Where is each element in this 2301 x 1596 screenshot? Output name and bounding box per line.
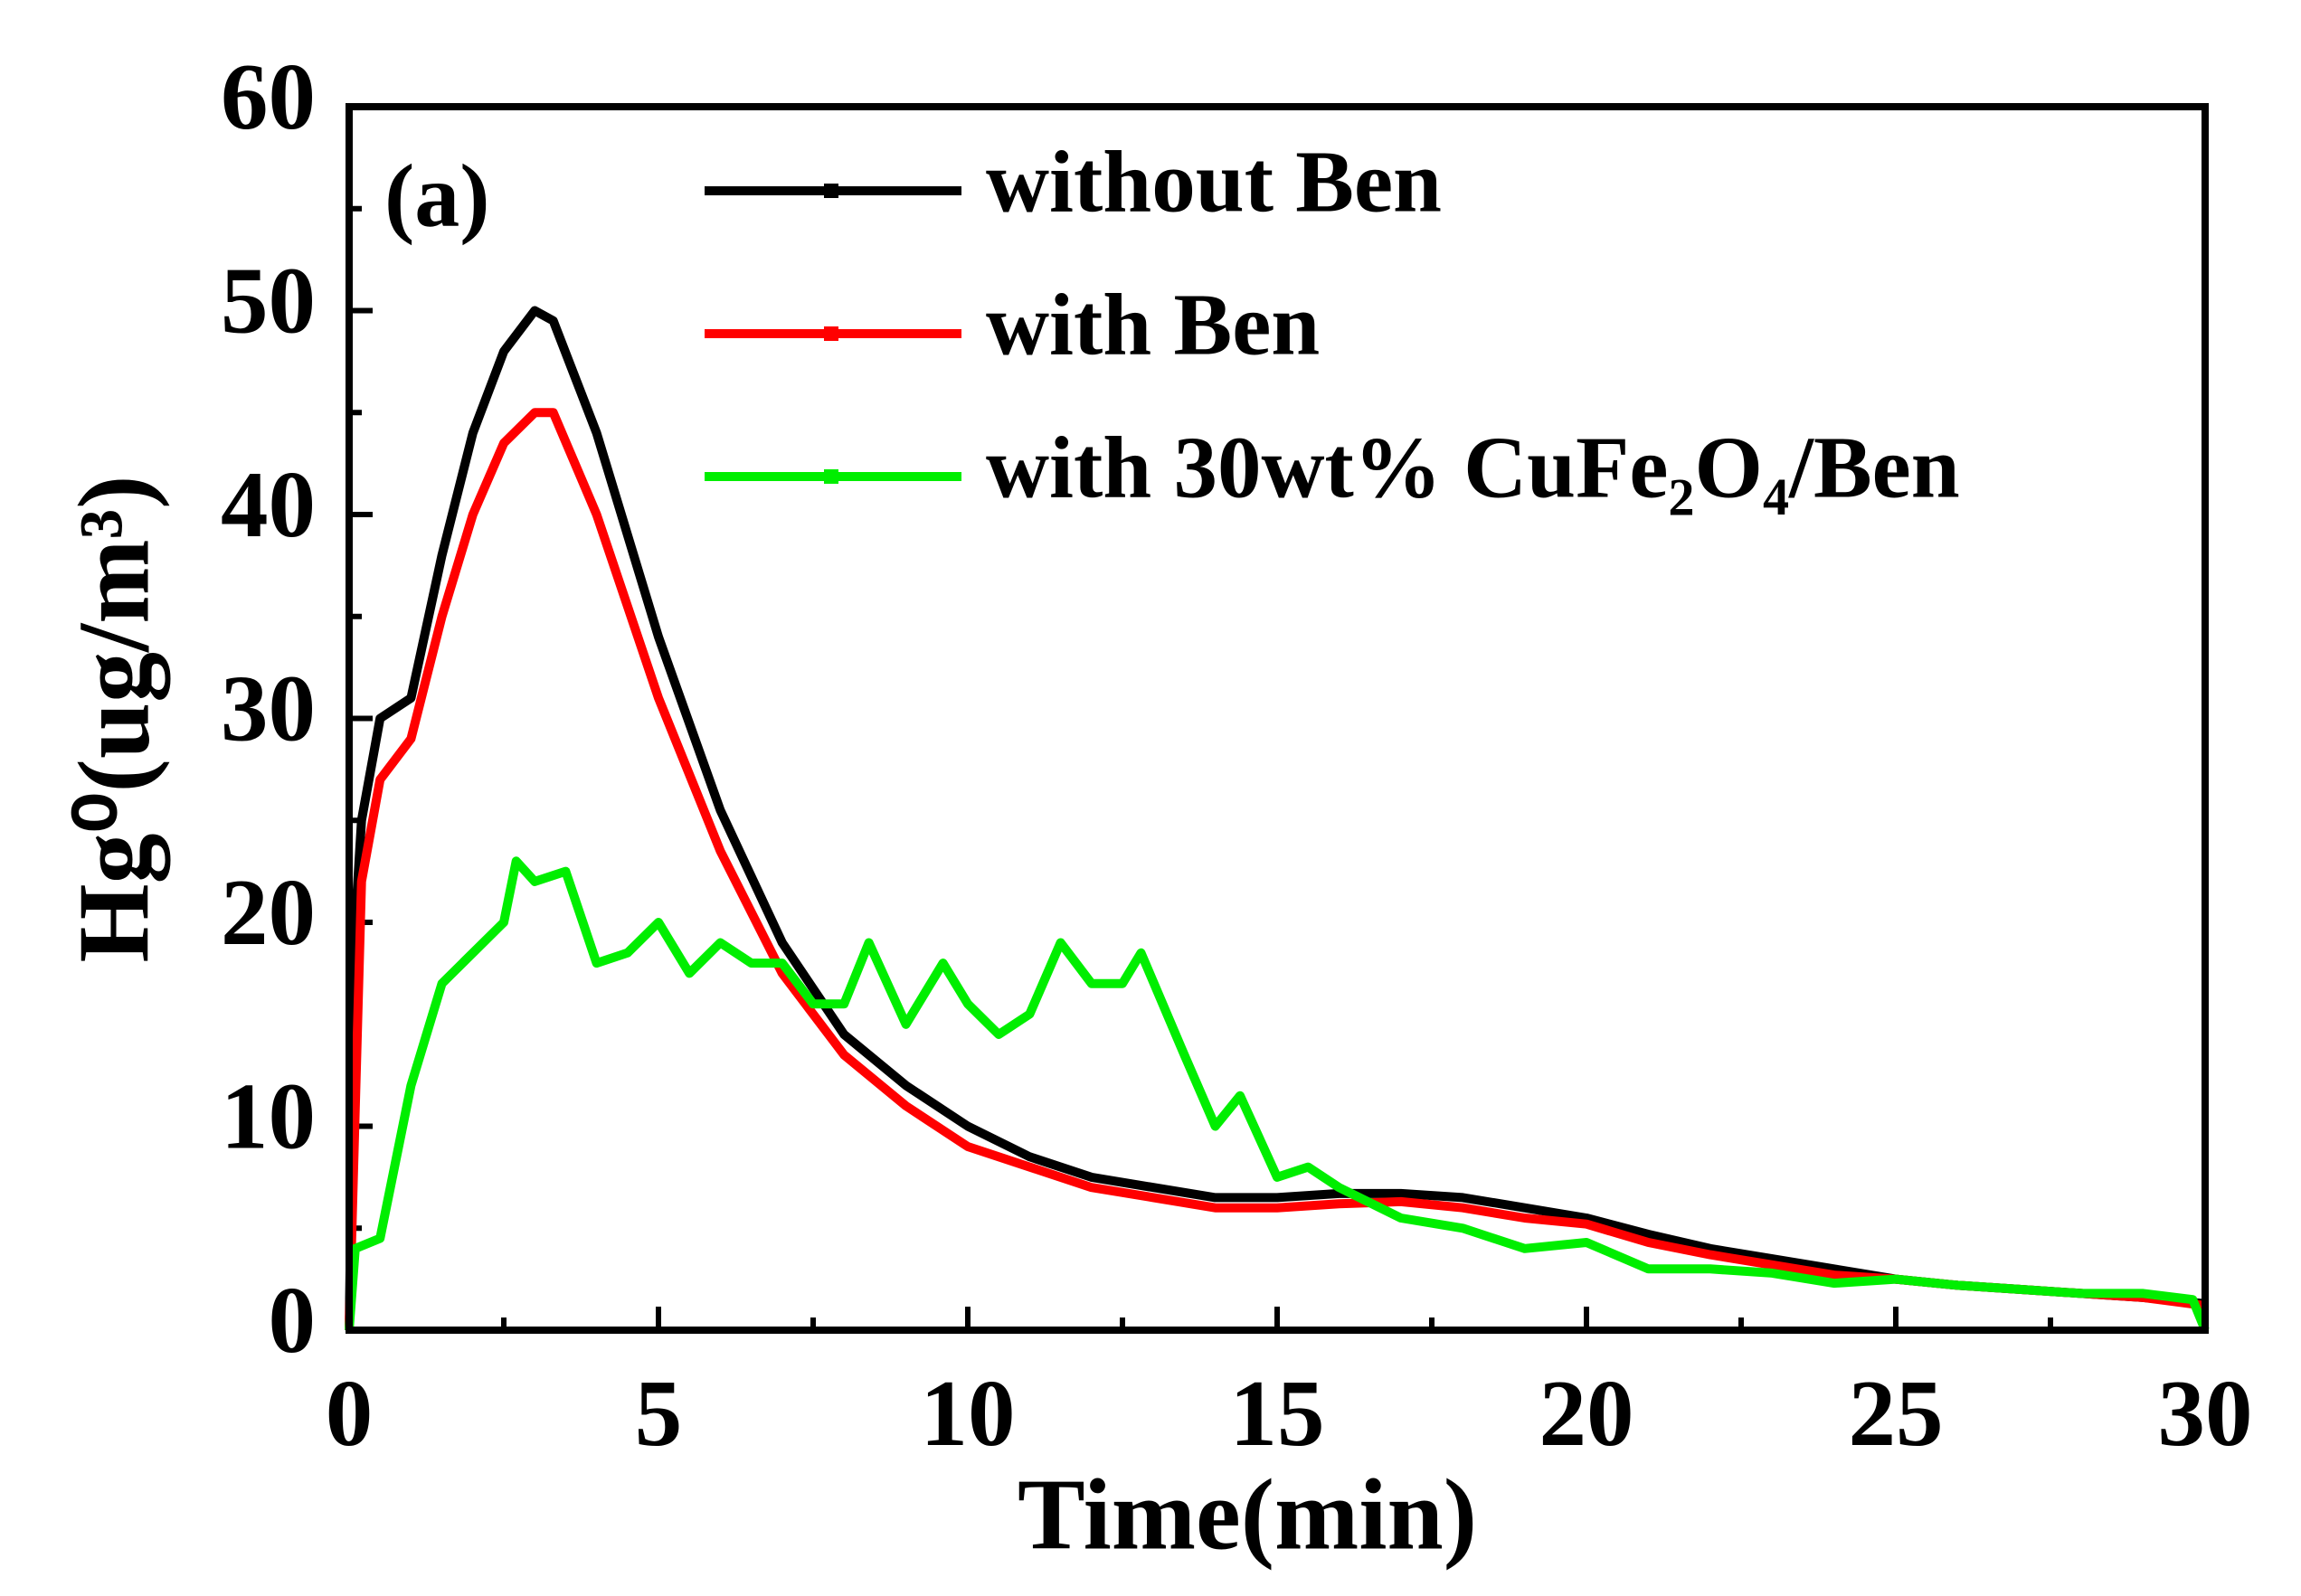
x-tick-label: 20 xyxy=(1539,1360,1634,1466)
data-line xyxy=(345,408,2206,1331)
x-tick-label: 25 xyxy=(1849,1360,1944,1466)
legend-label: with Ben xyxy=(986,276,1320,373)
legend-label: with 30wt% CuFe₂O₄/Ben xyxy=(986,419,1960,515)
y-axis-title: Hg⁰(ug/m³) xyxy=(59,476,171,963)
y-tick-label: 30 xyxy=(221,656,316,761)
x-tick-label: 5 xyxy=(635,1360,683,1466)
y-tick-label: 20 xyxy=(221,859,316,965)
legend-marker xyxy=(824,184,838,198)
legend-label: without Ben xyxy=(986,133,1442,230)
data-line xyxy=(345,306,2206,1331)
x-tick-label: 0 xyxy=(326,1360,374,1466)
y-tick-label: 50 xyxy=(221,248,316,354)
panel-label: (a) xyxy=(384,146,490,246)
y-tick-label: 10 xyxy=(221,1063,316,1169)
x-tick-label: 30 xyxy=(2158,1360,2253,1466)
x-tick-label: 15 xyxy=(1230,1360,1325,1466)
x-tick-label: 10 xyxy=(921,1360,1016,1466)
data-line xyxy=(345,856,2210,1332)
x-axis-title: Time(min) xyxy=(1018,1459,1477,1572)
y-tick-label: 40 xyxy=(221,451,316,557)
legend-marker xyxy=(824,326,838,341)
y-tick-label: 0 xyxy=(269,1267,317,1373)
y-tick-label: 60 xyxy=(221,43,316,149)
legend-marker xyxy=(824,469,838,484)
plot-frame xyxy=(346,103,2209,1334)
